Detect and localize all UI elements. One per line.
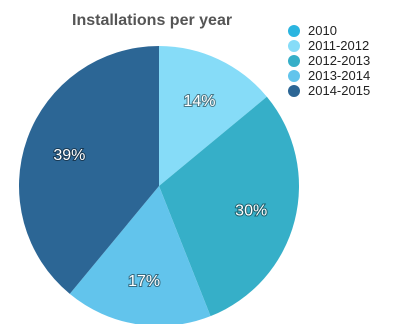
legend-label: 2012-2013 [308, 53, 371, 68]
pie-slice-2011-2012 [159, 46, 267, 186]
legend-label: 2013-2014 [308, 68, 371, 83]
pie-labels: 14% 30% 17% 39% [52, 92, 268, 291]
pie-slice-2013-2014 [69, 186, 211, 324]
pie-slice-2012-2013 [159, 96, 300, 317]
legend-item-2010: 2010 [288, 23, 370, 38]
pie-chart: 14% 30% 17% 39% [19, 46, 300, 324]
slice-label-2013-2014: 17% [128, 273, 160, 290]
legend-label: 2011-2012 [308, 38, 370, 53]
chart-title: Installations per year [72, 12, 233, 29]
legend-item-2011-2012: 2011-2012 [288, 38, 370, 53]
slice-label-2011-2012: 14% [183, 93, 215, 110]
legend-swatch [288, 69, 300, 82]
legend-swatch [288, 39, 300, 52]
legend: 2010 2011-2012 2012-2013 2013-2014 2014-2015 [288, 23, 370, 98]
legend-swatch [288, 24, 300, 37]
legend-item-2012-2013: 2012-2013 [288, 53, 370, 68]
legend-swatch [288, 84, 300, 97]
legend-label: 2010 [308, 23, 337, 38]
legend-swatch [288, 54, 300, 67]
legend-item-2014-2015: 2014-2015 [288, 83, 370, 98]
pie-slices [19, 46, 300, 324]
slice-label-2012-2013: 30% [235, 203, 267, 220]
legend-item-2013-2014: 2013-2014 [288, 68, 370, 83]
pie-slice-2014-2015 [19, 46, 160, 294]
slice-label-2014-2015: 39% [53, 147, 85, 164]
legend-label: 2014-2015 [308, 83, 371, 98]
